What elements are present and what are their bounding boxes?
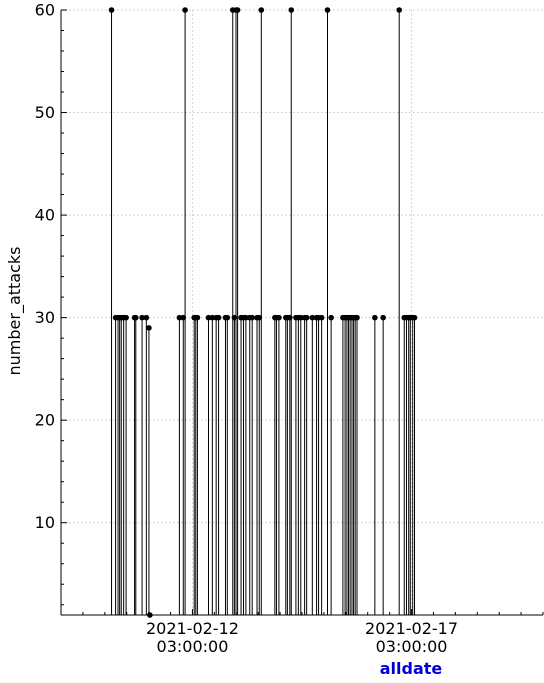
data-point: [396, 7, 402, 13]
y-axis-label: number_attacks: [5, 247, 25, 376]
y-tick-label: 10: [35, 513, 55, 532]
data-point: [139, 314, 145, 321]
data-point: [309, 314, 316, 321]
data-point: [234, 7, 241, 13]
data-point: [209, 314, 216, 321]
y-tick-label: 30: [35, 308, 55, 327]
y-tick-label: 20: [35, 411, 55, 430]
data-point: [123, 314, 129, 321]
data-point: [380, 314, 386, 321]
data-point: [205, 314, 212, 321]
data-point: [108, 7, 115, 13]
data-point: [182, 7, 188, 13]
x-tick-label: 03:00:00: [376, 637, 448, 656]
data-point: [215, 314, 222, 321]
data-point: [256, 314, 263, 321]
data-point: [288, 7, 295, 13]
data-point: [324, 7, 331, 13]
data-point: [354, 314, 360, 321]
x-axis-label: alldate: [380, 659, 443, 678]
ticks: 1020304050602021-02-1203:00:002021-02-17…: [35, 1, 544, 656]
data-point: [249, 314, 255, 321]
x-tick-label: 2021-02-12: [146, 619, 239, 638]
data-point: [146, 325, 152, 331]
data-point: [318, 314, 325, 321]
data-point: [328, 314, 334, 321]
data-point: [194, 314, 201, 321]
y-tick-label: 50: [35, 103, 55, 122]
data-series: [108, 7, 418, 618]
data-point: [132, 314, 139, 321]
data-point: [143, 314, 150, 321]
x-tick-label: 03:00:00: [157, 637, 229, 656]
data-point: [411, 314, 418, 321]
y-tick-label: 60: [35, 1, 55, 20]
y-tick-label: 40: [35, 206, 55, 225]
data-point: [224, 314, 231, 321]
data-point: [372, 314, 378, 321]
data-point: [243, 314, 249, 321]
data-point: [276, 314, 282, 321]
data-point: [258, 7, 265, 13]
x-tick-label: 2021-02-17: [365, 619, 458, 638]
data-point: [176, 314, 183, 321]
data-point: [303, 314, 310, 321]
axes: [60, 10, 543, 616]
grid-lines: [61, 9, 543, 615]
data-point: [287, 314, 293, 321]
data-point: [297, 314, 304, 321]
